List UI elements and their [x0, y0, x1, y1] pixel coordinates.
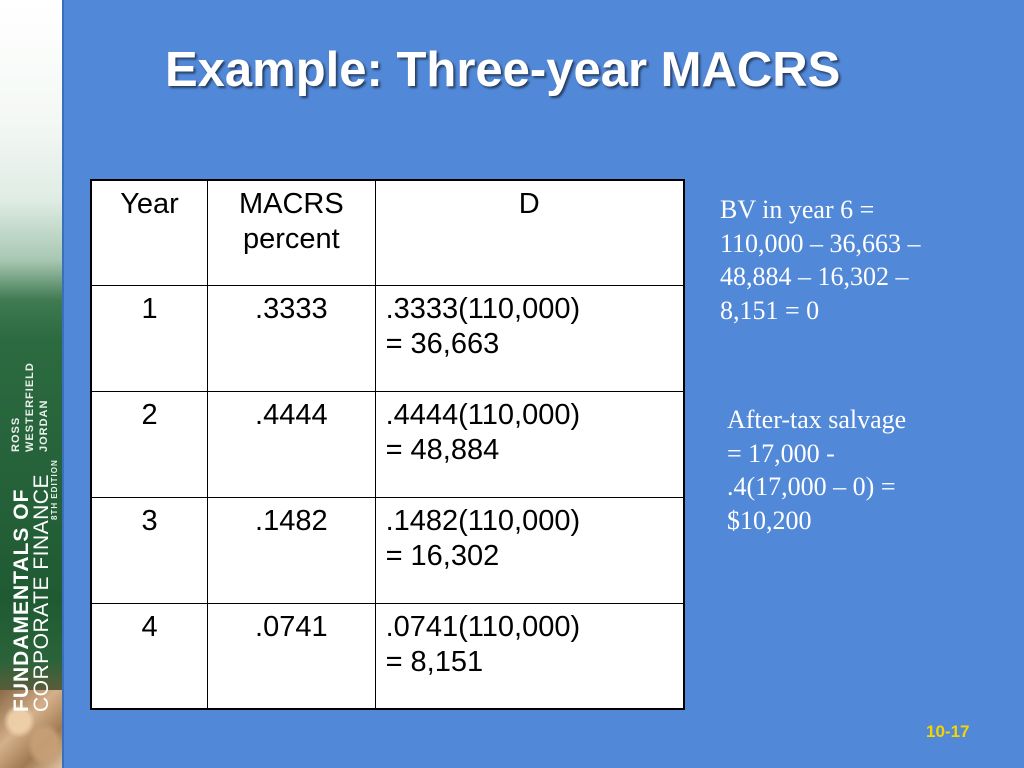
- depreciation-formula: .3333(110,000): [385, 292, 581, 325]
- macrs-table: Year MACRS percent D 1 .3333 .3333(110,0…: [90, 179, 685, 710]
- table-row: 2 .4444 .4444(110,000) = 48,884: [90, 390, 685, 498]
- cover-divider: [62, 0, 64, 768]
- cell-depreciation: .3333(110,000) = 36,663: [374, 284, 685, 392]
- cover-artwork: [0, 690, 64, 768]
- note-line: After-tax salvage: [727, 405, 907, 434]
- cell-percent: .3333: [207, 284, 376, 392]
- note-line: BV in year 6 =: [720, 195, 875, 224]
- header-macrs-percent: MACRS percent: [207, 179, 376, 286]
- cell-year: 4: [90, 602, 209, 710]
- cell-percent: .4444: [207, 390, 376, 498]
- depreciation-formula: .0741(110,000): [385, 610, 581, 643]
- table-row: 1 .3333 .3333(110,000) = 36,663: [90, 284, 685, 392]
- cell-depreciation: .1482(110,000) = 16,302: [374, 496, 685, 604]
- note-line: $10,200: [727, 505, 812, 535]
- book-author-2: WESTERFIELD: [24, 362, 36, 452]
- table-row: 3 .1482 .1482(110,000) = 16,302: [90, 496, 685, 604]
- table-header-row: Year MACRS percent D: [90, 179, 685, 286]
- book-author-1: ROSS: [10, 416, 22, 452]
- cell-year: 2: [90, 390, 209, 498]
- cell-year: 1: [90, 284, 209, 392]
- slide-title: Example: Three-year MACRS: [165, 43, 841, 97]
- book-value-note: BV in year 6 = 110,000 – 36,663 – 48,884…: [720, 193, 1010, 327]
- book-author-3: JORDAN: [38, 399, 50, 452]
- header-percent-text: percent: [242, 223, 340, 256]
- depreciation-result: = 48,884: [385, 433, 500, 466]
- note-line: 8,151 = 0: [720, 295, 820, 325]
- cell-percent: .1482: [207, 496, 376, 604]
- cell-percent: .0741: [207, 602, 376, 710]
- note-line: 48,884 – 16,302 –: [720, 262, 909, 292]
- header-macrs-text: MACRS: [238, 188, 344, 220]
- depreciation-formula: .1482(110,000): [385, 504, 581, 537]
- depreciation-result: = 16,302: [385, 539, 500, 572]
- header-year: Year: [90, 179, 209, 286]
- book-cover-strip: [0, 0, 64, 768]
- cell-depreciation: .4444(110,000) = 48,884: [374, 390, 685, 498]
- depreciation-result: = 36,663: [385, 327, 500, 360]
- slide-number: 10-17: [926, 722, 970, 741]
- after-tax-salvage-note: After-tax salvage = 17,000 - .4(17,000 –…: [727, 403, 1017, 537]
- cell-year: 3: [90, 496, 209, 604]
- table-row: 4 .0741 .0741(110,000) = 8,151: [90, 602, 685, 710]
- book-edition: 8TH EDITION: [50, 459, 59, 520]
- header-d-text: D: [518, 188, 540, 220]
- note-line: = 17,000 -: [727, 438, 835, 468]
- header-d: D: [374, 179, 685, 286]
- depreciation-result: = 8,151: [385, 645, 484, 678]
- depreciation-formula: .4444(110,000): [385, 398, 581, 431]
- note-line: 110,000 – 36,663 –: [720, 228, 921, 258]
- header-year-text: Year: [120, 188, 179, 220]
- cell-depreciation: .0741(110,000) = 8,151: [374, 602, 685, 710]
- note-line: .4(17,000 – 0) =: [727, 472, 896, 502]
